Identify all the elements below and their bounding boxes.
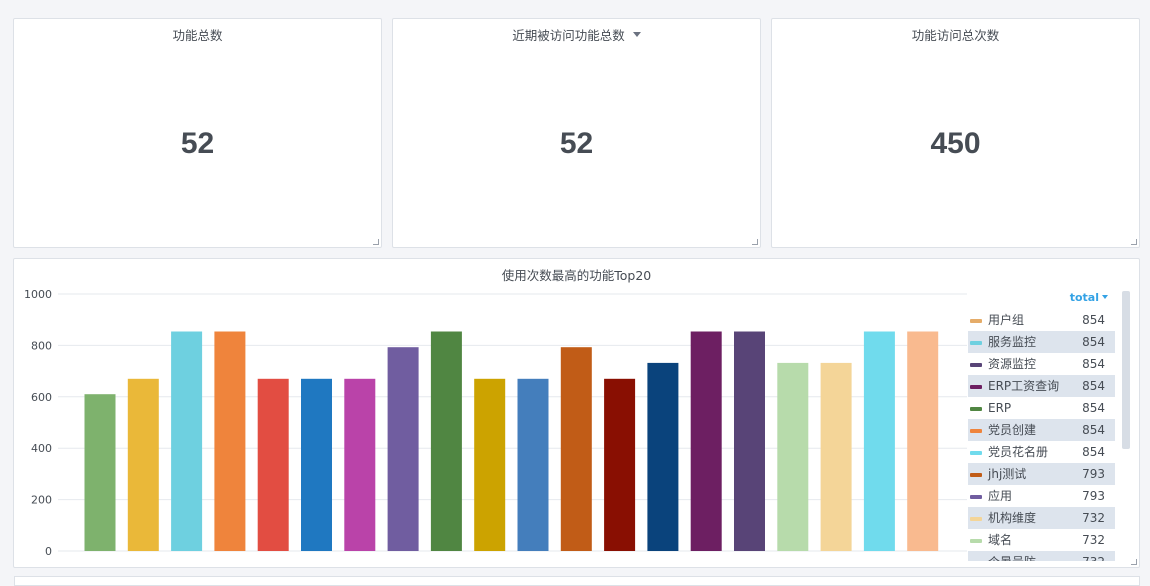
stat-value: 450 bbox=[930, 127, 981, 160]
panel-title[interactable]: 功能访问总次数 bbox=[911, 28, 1000, 43]
stat-panel-total-functions: 功能总数 52 bbox=[13, 18, 382, 248]
resize-handle[interactable] bbox=[373, 239, 379, 245]
legend-item[interactable]: jhj测试 793 bbox=[968, 463, 1115, 485]
stat-value: 52 bbox=[180, 127, 215, 160]
legend-item-name: 应用 bbox=[988, 489, 1013, 503]
legend-swatch bbox=[970, 341, 982, 345]
legend-item[interactable]: 个暑号防 732 bbox=[968, 551, 1115, 561]
legend-item-value: 854 bbox=[1082, 401, 1105, 415]
legend-item[interactable]: 党员花名册 854 bbox=[968, 441, 1115, 463]
legend-item-value: 793 bbox=[1082, 489, 1105, 503]
legend-item-name: 党员创建 bbox=[988, 423, 1037, 437]
legend-swatch bbox=[970, 429, 982, 433]
legend-swatch bbox=[970, 539, 982, 543]
legend-item-value: 732 bbox=[1082, 511, 1105, 525]
legend-swatch bbox=[970, 385, 982, 389]
resize-handle[interactable] bbox=[752, 239, 758, 245]
legend-item-name: 服务监控 bbox=[988, 335, 1037, 349]
legend-item-name: 机构维度 bbox=[988, 511, 1037, 525]
panel-title-text: 近期被访问功能总数 bbox=[512, 28, 625, 43]
legend-item[interactable]: ERP 854 bbox=[968, 397, 1115, 419]
legend-item-name: jhj测试 bbox=[988, 467, 1027, 481]
dropdown-caret-icon[interactable] bbox=[632, 32, 641, 37]
resize-handle[interactable] bbox=[1131, 239, 1137, 245]
legend-item-value: 854 bbox=[1082, 423, 1105, 437]
panel-title[interactable]: 近期被访问功能总数 bbox=[393, 25, 760, 44]
legend-swatch bbox=[970, 319, 982, 323]
legend-item-value: 854 bbox=[1082, 335, 1105, 349]
legend-swatch bbox=[970, 473, 982, 477]
legend-item[interactable]: ERP工资查询 854 bbox=[968, 375, 1115, 397]
legend-rows: 用户组 854 服务监控 854 资源监控 854 ERP工资查询 854 ERP 854 党员创建… bbox=[968, 309, 1115, 561]
stat-panel-total-visits: 功能访问总次数 450 bbox=[771, 18, 1140, 248]
legend-header-label: total bbox=[1069, 291, 1099, 304]
legend-swatch bbox=[970, 407, 982, 411]
legend-item-value: 793 bbox=[1082, 467, 1105, 481]
legend-item-value: 732 bbox=[1082, 551, 1105, 561]
legend-item[interactable]: 用户组 854 bbox=[968, 309, 1115, 331]
legend-item[interactable]: 应用 793 bbox=[968, 485, 1115, 507]
legend-item-value: 854 bbox=[1082, 313, 1105, 327]
chart-legend: total 用户组 854 服务监控 854 资源监控 854 ERP工资查询 854 ERP 8… bbox=[968, 285, 1138, 561]
legend-swatch bbox=[970, 363, 982, 367]
legend-swatch bbox=[970, 517, 982, 521]
legend-item[interactable]: 服务监控 854 bbox=[968, 331, 1115, 353]
legend-item[interactable]: 党员创建 854 bbox=[968, 419, 1115, 441]
chart-title[interactable]: 使用次数最高的功能Top20 bbox=[501, 268, 652, 283]
legend-item[interactable]: 域名 732 bbox=[968, 529, 1115, 551]
resize-handle[interactable] bbox=[1131, 559, 1137, 565]
legend-item-value: 854 bbox=[1082, 379, 1105, 393]
legend-item-name: 用户组 bbox=[988, 313, 1025, 327]
sort-desc-icon bbox=[1102, 295, 1108, 299]
legend-item-name: 域名 bbox=[988, 533, 1013, 547]
stat-value: 52 bbox=[559, 127, 594, 160]
stat-panel-recent-functions: 近期被访问功能总数 52 bbox=[392, 18, 761, 248]
legend-item-value: 854 bbox=[1082, 357, 1105, 371]
legend-item-name: 个暑号防 bbox=[988, 551, 1036, 561]
legend-item-value: 732 bbox=[1082, 533, 1105, 547]
legend-scrollbar[interactable] bbox=[1122, 291, 1130, 449]
legend-item-name: ERP工资查询 bbox=[988, 379, 1060, 393]
legend-swatch bbox=[970, 495, 982, 499]
legend-item[interactable]: 资源监控 854 bbox=[968, 353, 1115, 375]
next-panel-edge bbox=[14, 576, 1140, 586]
legend-item-value: 854 bbox=[1082, 445, 1105, 459]
legend-sort-header[interactable]: total bbox=[1070, 291, 1108, 304]
panel-title[interactable]: 功能总数 bbox=[172, 28, 223, 43]
legend-item-name: 资源监控 bbox=[988, 357, 1037, 371]
legend-item[interactable]: 机构维度 732 bbox=[968, 507, 1115, 529]
legend-swatch bbox=[970, 451, 982, 455]
legend-item-name: 党员花名册 bbox=[988, 445, 1049, 459]
legend-item-name: ERP bbox=[988, 401, 1012, 415]
